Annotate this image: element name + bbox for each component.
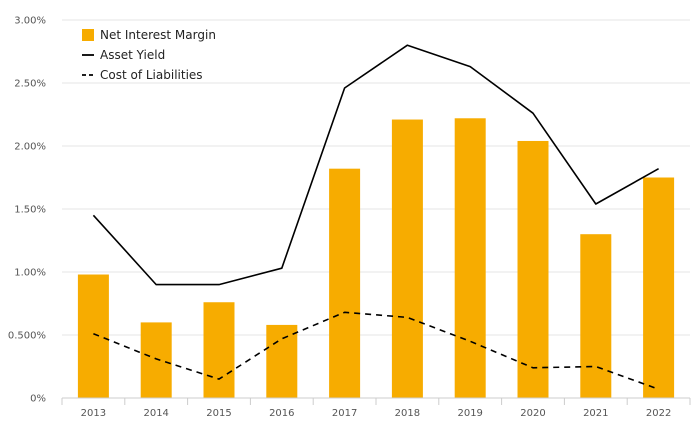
legend: Net Interest Margin Asset Yield Cost of Li…	[82, 28, 216, 82]
cost-of-liabilities-line	[93, 311, 659, 390]
x-axis-ticks: 2013 2014 2015 2016 2017 2018 2019 2020 2021 2022	[81, 408, 672, 419]
y-tick-label: 2.50%	[14, 79, 46, 90]
x-tick-label: 2021	[583, 408, 608, 419]
bar-net-interest-margin	[391, 119, 423, 398]
bar-net-interest-margin	[140, 322, 172, 398]
y-tick-label: 0.500%	[8, 331, 46, 342]
x-tick-label: 2015	[206, 408, 231, 419]
asset-yield-line	[92, 44, 659, 286]
bar-series	[77, 118, 675, 398]
x-axis	[61, 397, 691, 405]
bar-net-interest-margin	[580, 234, 612, 398]
bar-net-interest-margin	[203, 302, 235, 398]
legend-label-net-interest-margin: Net Interest Margin	[100, 28, 216, 42]
x-tick-label: 2017	[332, 408, 357, 419]
bar-net-interest-margin	[329, 168, 361, 398]
y-tick-label: 3.00%	[14, 16, 46, 27]
x-tick-label: 2016	[269, 408, 294, 419]
y-tick-label: 2.00%	[14, 142, 46, 153]
x-tick-label: 2019	[457, 408, 482, 419]
x-tick-label: 2013	[81, 408, 106, 419]
bar-net-interest-margin	[517, 140, 549, 398]
legend-label-cost-of-liabilities: Cost of Liabilities	[100, 68, 203, 82]
bar-net-interest-margin	[77, 274, 109, 398]
x-tick-label: 2020	[520, 408, 545, 419]
x-tick-label: 2018	[395, 408, 420, 419]
line-series	[92, 44, 659, 390]
bar-net-interest-margin	[266, 324, 298, 398]
bar-net-interest-margin	[454, 118, 486, 398]
y-tick-label: 0%	[30, 394, 46, 405]
y-axis-ticks: 0% 0.500% 1.00% 1.50% 2.00% 2.50% 3.00%	[8, 16, 46, 405]
legend-swatch-net-interest-margin	[82, 29, 94, 41]
x-tick-label: 2014	[143, 408, 168, 419]
y-tick-label: 1.00%	[14, 268, 46, 279]
bar-net-interest-margin	[643, 177, 675, 398]
y-tick-label: 1.50%	[14, 205, 46, 216]
legend-label-asset-yield: Asset Yield	[100, 48, 165, 62]
x-tick-label: 2022	[646, 408, 671, 419]
